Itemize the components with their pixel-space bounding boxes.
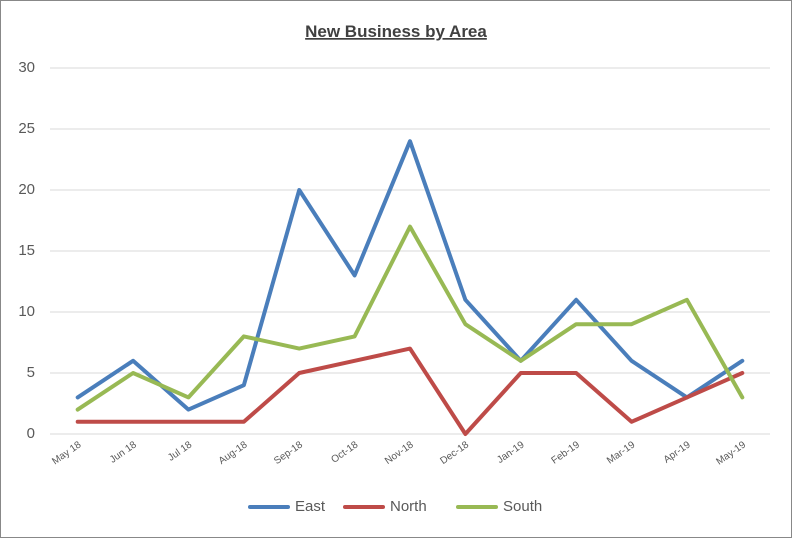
y-tick-label: 10	[18, 303, 35, 320]
series-line	[75, 224, 745, 412]
series-line	[75, 346, 745, 436]
y-tick-label: 0	[27, 425, 35, 442]
legend-label: South	[503, 498, 542, 515]
y-tick-label: 30	[18, 59, 35, 76]
y-tick-label: 20	[18, 181, 35, 198]
series-line	[75, 139, 745, 412]
legend-label: East	[295, 498, 326, 515]
y-tick-label: 15	[18, 242, 35, 259]
y-tick-label: 25	[18, 120, 35, 137]
chart-title: New Business by Area	[305, 22, 487, 41]
y-tick-label: 5	[27, 364, 35, 381]
legend-label: North	[390, 498, 427, 515]
